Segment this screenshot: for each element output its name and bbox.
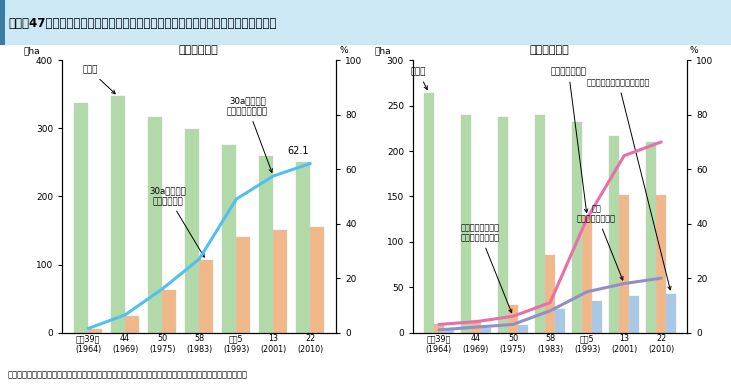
Bar (582, 216, 592, 333)
Bar (609, 136, 619, 333)
Bar (185, 129, 199, 333)
Text: 万ha: 万ha (23, 46, 40, 55)
Bar (199, 261, 213, 333)
Bar (555, 309, 565, 333)
Bar (518, 325, 528, 333)
Bar (311, 227, 325, 333)
Text: 図３－47　農業生産基盤の整備状況の推移（田の整備、畑のかんがい・末端農道）: 図３－47 農業生産基盤の整備状況の推移（田の整備、畑のかんがい・末端農道） (9, 17, 277, 30)
Bar (498, 117, 508, 333)
Bar (572, 122, 582, 333)
Bar (444, 330, 454, 333)
Text: （畑の整備）: （畑の整備） (530, 45, 569, 55)
Bar (88, 329, 102, 333)
Bar (0, 0, 5, 45)
Bar (508, 305, 518, 333)
Bar (111, 96, 125, 333)
Bar (424, 93, 434, 333)
Bar (481, 328, 491, 333)
Bar (162, 290, 176, 333)
Text: 62.1: 62.1 (287, 146, 309, 156)
Text: 農道整備済面積: 農道整備済面積 (550, 68, 588, 212)
Bar (434, 324, 444, 333)
Bar (592, 301, 602, 333)
Text: 30a程度以上
区画整備済み: 30a程度以上 区画整備済み (149, 187, 204, 257)
Bar (619, 194, 629, 333)
Bar (656, 194, 666, 333)
Bar (222, 145, 236, 333)
Bar (471, 320, 481, 333)
Bar (535, 115, 545, 333)
Text: 農道
整備率（右目盛）: 農道 整備率（右目盛） (577, 204, 623, 280)
Bar (260, 156, 273, 333)
Text: 30a程度以上
整備率（右目盛）: 30a程度以上 整備率（右目盛） (227, 97, 273, 172)
Text: （田の整備）: （田の整備） (179, 45, 219, 55)
Bar (74, 102, 88, 333)
Text: 畑地かんがい施設整備済面積: 畑地かんがい施設整備済面積 (587, 79, 671, 290)
Text: 万ha: 万ha (374, 46, 391, 55)
Bar (125, 316, 139, 333)
Bar (646, 142, 656, 333)
Text: 畑地かんがい施設
整備率（右目盛）: 畑地かんがい施設 整備率（右目盛） (461, 223, 512, 313)
Bar (236, 237, 250, 333)
Bar (545, 256, 555, 333)
Bar (273, 230, 287, 333)
Text: %: % (339, 46, 348, 55)
Bar (296, 163, 311, 333)
Bar (461, 115, 471, 333)
Bar (629, 296, 639, 333)
Bar (148, 117, 162, 333)
Text: 田面積: 田面積 (82, 66, 115, 94)
Text: 資料：農林水産省「耕地及び作付面積統計」、「農業基盤情報基礎調査」、「土地利用基盤整備基本調査」: 資料：農林水産省「耕地及び作付面積統計」、「農業基盤情報基礎調査」、「土地利用基… (7, 371, 247, 380)
Bar (666, 294, 676, 333)
Text: %: % (690, 46, 699, 55)
Text: 畑面積: 畑面積 (411, 68, 427, 89)
